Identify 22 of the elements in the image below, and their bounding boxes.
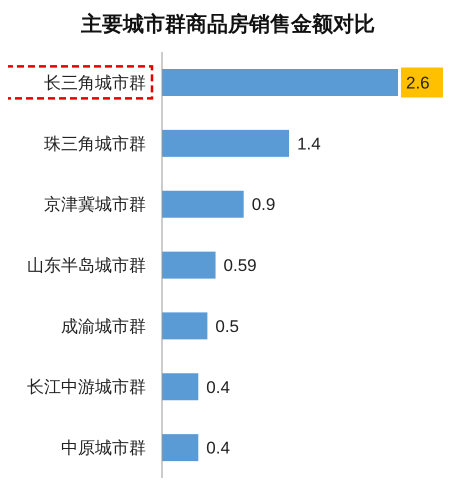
y-tick-label: 京津冀城市群 — [44, 195, 146, 214]
bar — [162, 190, 244, 218]
y-tick-label: 长三角城市群 — [44, 73, 146, 92]
bar — [162, 434, 198, 462]
data-label: 0.4 — [206, 378, 230, 397]
bar — [162, 130, 290, 157]
data-label: 0.9 — [252, 195, 276, 214]
y-tick-label: 长江中游城市群 — [27, 378, 146, 397]
y-tick-label: 山东半岛城市群 — [27, 256, 146, 275]
data-label: 1.4 — [297, 134, 321, 154]
bar — [162, 252, 216, 279]
data-label: 2.6 — [406, 74, 430, 92]
data-label: 0.59 — [224, 256, 257, 276]
y-tick-label: 成渝城市群 — [61, 316, 146, 336]
chart-title: 主要城市群商品房销售金额对比 — [80, 12, 376, 38]
data-label: 0.4 — [206, 438, 230, 458]
bar — [162, 69, 398, 96]
bar — [162, 312, 208, 340]
y-tick-label: 珠三角城市群 — [44, 134, 146, 154]
bar — [162, 373, 198, 400]
y-tick-label: 中原城市群 — [61, 438, 146, 458]
data-label: 0.5 — [215, 316, 240, 336]
